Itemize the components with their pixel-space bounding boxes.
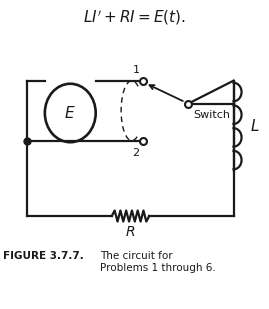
Text: $R$: $R$ [125,225,136,239]
Text: Switch: Switch [193,110,230,120]
Text: $L$: $L$ [250,118,259,134]
Text: 2: 2 [132,148,139,158]
Text: $LI' + RI = E(t).$: $LI' + RI = E(t).$ [83,8,186,27]
Text: FIGURE 3.7.7.: FIGURE 3.7.7. [3,252,84,261]
Text: The circuit for
Problems 1 through 6.: The circuit for Problems 1 through 6. [100,252,215,273]
Text: $E$: $E$ [65,105,76,121]
Text: 1: 1 [132,65,139,74]
